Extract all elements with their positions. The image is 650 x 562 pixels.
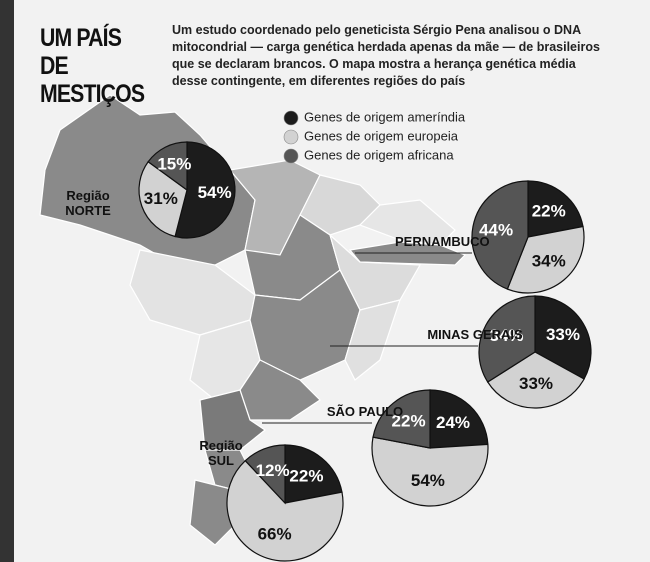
- legend-label: Genes de origem africana: [304, 147, 454, 162]
- pie-slice: [147, 141, 188, 192]
- pie-value-label: 22%: [392, 412, 426, 431]
- legend-swatch: [283, 110, 299, 126]
- pie-slice: [371, 436, 489, 507]
- pie-slice: [174, 141, 236, 239]
- title: UM PAÍS DE MESTIÇOS: [40, 24, 145, 108]
- legend-label: Genes de origem ameríndia: [304, 109, 466, 124]
- pie-value-label: 66%: [258, 524, 292, 543]
- region-label: Região SUL: [199, 438, 243, 468]
- pie-value-label: 31%: [144, 189, 178, 208]
- pie-slice: [478, 295, 536, 383]
- pie-value-label: 22%: [289, 467, 323, 486]
- pie-value-label: 33%: [519, 374, 553, 393]
- pie-value-label: 34%: [532, 252, 566, 271]
- pie-slice: [486, 351, 585, 409]
- legend-swatch: [283, 148, 299, 164]
- pie-value-label: 24%: [436, 413, 470, 432]
- pie-value-label: 12%: [256, 461, 290, 480]
- leader-lines: [262, 252, 478, 424]
- legend-swatch: [283, 129, 299, 145]
- edge-strip: [0, 0, 14, 562]
- pie-slice: [506, 225, 585, 294]
- region-label: MINAS GERAIS: [427, 327, 523, 342]
- legend-label: Genes de origem europeia: [304, 128, 459, 143]
- pie-value-label: 22%: [532, 201, 566, 220]
- region-label: PERNAMBUCO: [395, 234, 490, 249]
- pie-slice: [138, 160, 188, 238]
- region-label: SÃO PAULO: [326, 404, 404, 419]
- pie-slice: [471, 180, 529, 290]
- pie-slice: [244, 444, 286, 505]
- region-label: Região NORTE: [65, 188, 111, 218]
- description: Um estudo coordenado pelo geneticista Sé…: [172, 23, 600, 88]
- pie-value-label: 54%: [411, 471, 445, 490]
- pie-value-label: 15%: [157, 155, 191, 174]
- pie-value-label: 44%: [479, 220, 513, 239]
- pie-value-label: 34%: [490, 326, 524, 345]
- pie-slice: [527, 180, 584, 238]
- pie-slice: [534, 295, 592, 380]
- pie-slice: [284, 444, 343, 504]
- pie-slice: [226, 459, 344, 562]
- pie-slice: [372, 389, 431, 449]
- pie-value-label: 33%: [546, 325, 580, 344]
- pie-slice: [429, 389, 489, 449]
- pie-value-label: 54%: [198, 183, 232, 202]
